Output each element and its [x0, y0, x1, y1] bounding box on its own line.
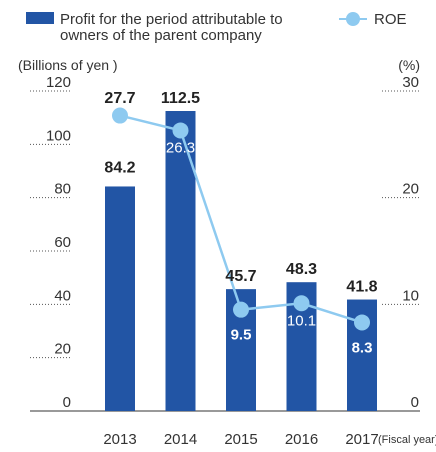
legend-line-marker [346, 12, 360, 26]
axes: 0 20 40 60 80 100 120 0 10 20 30 2013 2014 2015 2016 20… [30, 74, 436, 448]
roe-value-label: 8.3 [352, 339, 373, 356]
legend-bar-label-line-2: owners of the parent company [60, 27, 262, 44]
roe-point [172, 122, 189, 139]
roe-line-layer [112, 107, 370, 331]
profit-bar-value-label: 45.7 [225, 268, 256, 285]
y-left-tick-label: 0 [63, 394, 71, 411]
roe-value-label: 27.7 [104, 90, 135, 107]
legend-line-label: ROE [374, 11, 407, 28]
x-axis-fiscal-year-note: (Fiscal year) [378, 434, 436, 446]
y-right-tick-label: 10 [402, 287, 419, 304]
y-left-tick-label: 120 [46, 74, 71, 91]
x-tick-label: 2015 [224, 431, 257, 448]
y-left-tick-label: 100 [46, 127, 71, 144]
legend: Profit for the period attributable to ow… [26, 11, 407, 44]
legend-bar-swatch [26, 12, 54, 24]
roe-value-label: 10.1 [287, 312, 316, 329]
x-tick-label: 2014 [164, 431, 197, 448]
profit-bar-value-label: 112.5 [161, 90, 200, 107]
profit-bar-value-label: 84.2 [104, 159, 135, 176]
x-tick-label: 2013 [103, 431, 136, 448]
roe-point [354, 314, 370, 331]
x-tick-label: 2016 [285, 431, 318, 448]
legend-bar-label-line-1: Profit for the period attributable to [60, 11, 283, 28]
y-left-tick-label: 40 [54, 287, 71, 304]
y-right-tick-label: 0 [411, 394, 419, 411]
y-left-tick-label: 60 [54, 234, 71, 251]
profit-bar-value-label: 48.3 [286, 261, 317, 278]
y-left-tick-label: 80 [54, 181, 71, 198]
profit-bar-value-label: 41.8 [346, 279, 377, 296]
x-tick-label: 2017 [345, 431, 378, 448]
y-right-tick-label: 30 [402, 74, 419, 91]
y-left-tick-label: 20 [54, 341, 71, 358]
roe-point [112, 107, 128, 124]
roe-point [233, 301, 249, 318]
roe-value-label: 9.5 [231, 327, 252, 344]
y-right-axis-label: (%) [398, 57, 420, 73]
roe-point [293, 295, 310, 312]
data-labels: 84.2 112.5 45.7 48.3 41.8 27.7 26.3 9.5 10.1 8.3 [104, 90, 377, 356]
y-right-tick-label: 20 [402, 181, 419, 198]
y-left-axis-label: (Billions of yen ) [18, 57, 118, 73]
profit-bar [105, 186, 135, 411]
bars [105, 111, 377, 411]
roe-value-label: 26.3 [166, 139, 195, 156]
